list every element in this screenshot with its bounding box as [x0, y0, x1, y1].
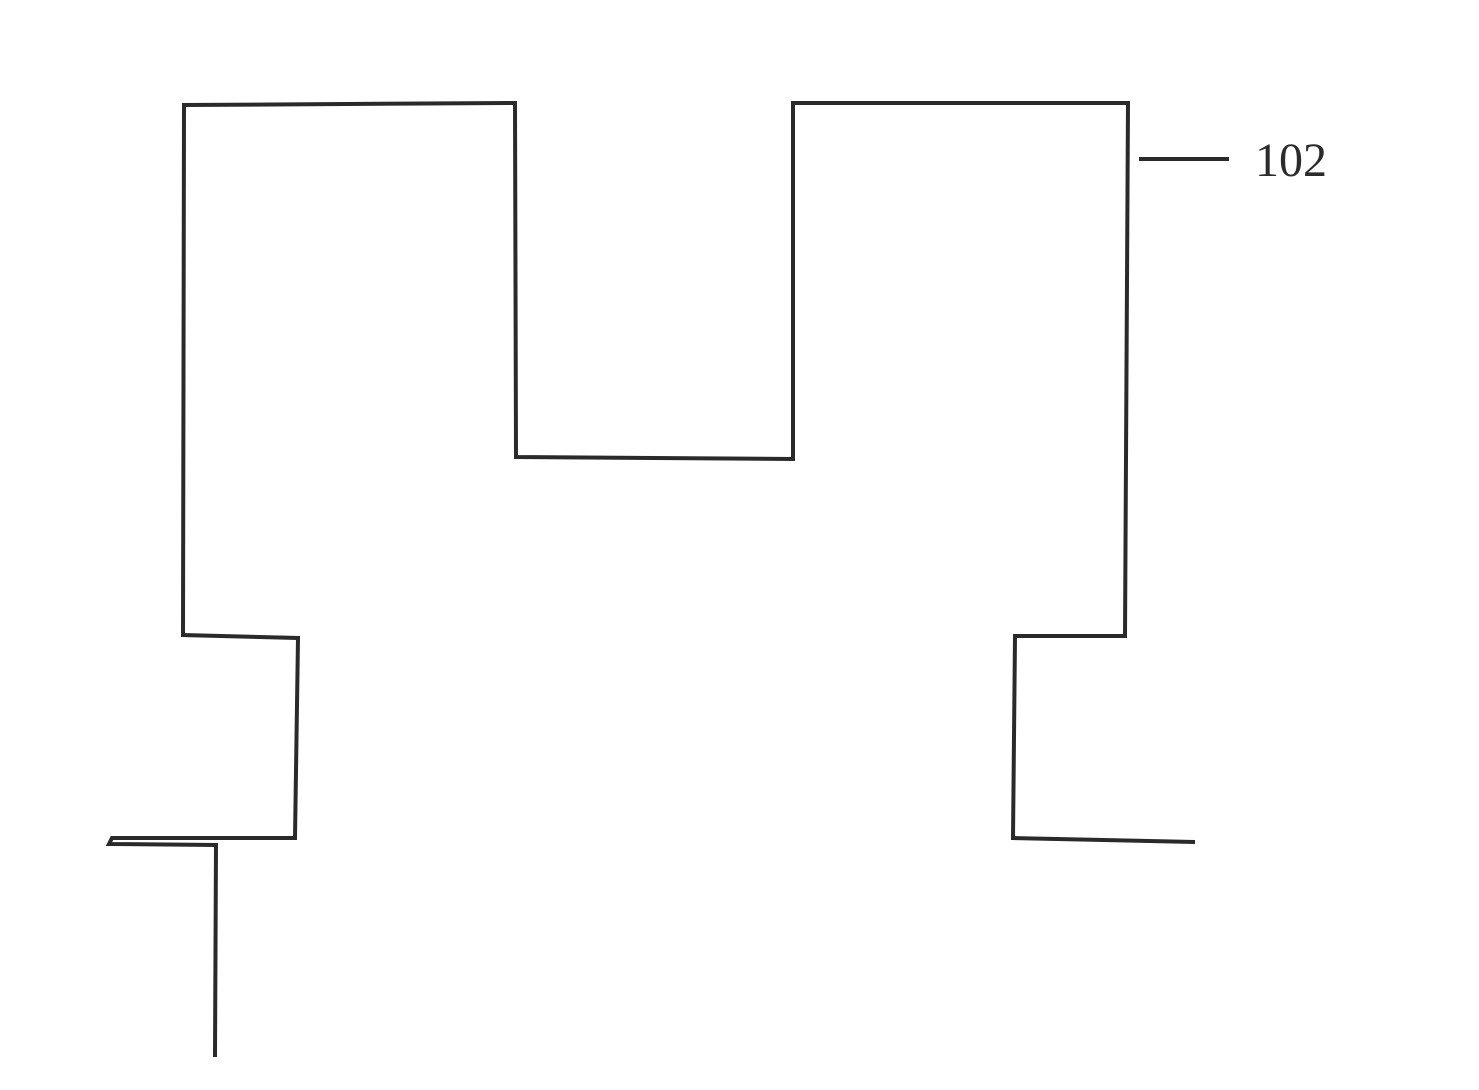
patent-diagram: 102: [0, 0, 1479, 1085]
diagram-svg: 102: [0, 0, 1479, 1085]
reference-numeral-102: 102: [1255, 134, 1327, 187]
structure-outline-102: [109, 103, 1193, 1055]
